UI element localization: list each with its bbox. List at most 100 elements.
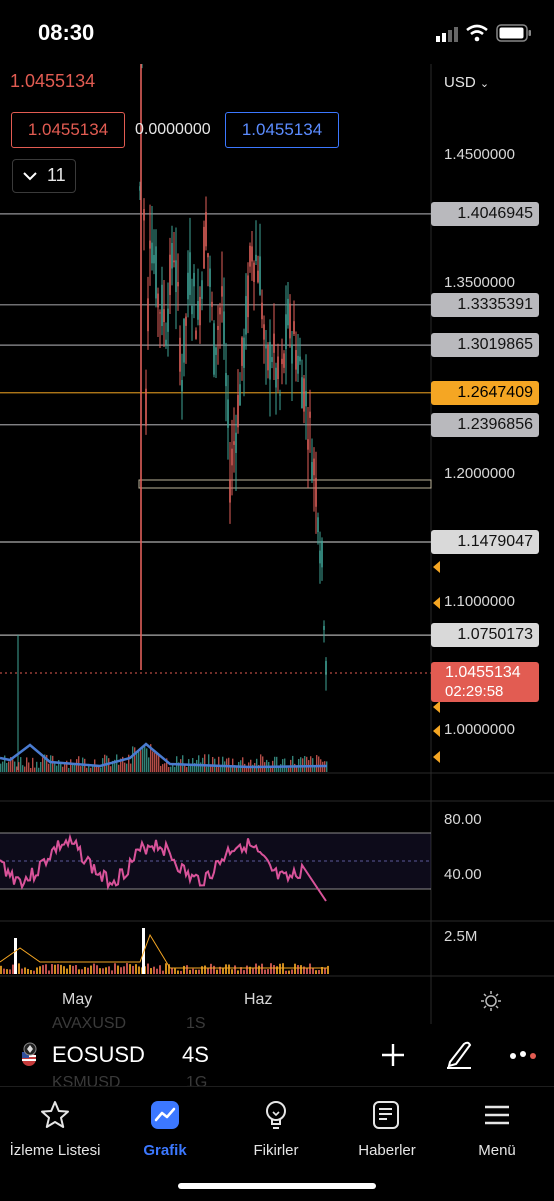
- candle-body: [247, 275, 249, 318]
- candle-body: [147, 298, 149, 332]
- volume-bar: [60, 763, 62, 772]
- volume-bar: [114, 759, 116, 772]
- level-price-tag[interactable]: 1.4046945: [431, 201, 539, 226]
- volume-bar: [99, 968, 101, 974]
- tab-fikirler[interactable]: Fikirler: [221, 1087, 331, 1159]
- interval-selector[interactable]: 4S: [182, 1042, 209, 1067]
- volume-bar: [14, 761, 16, 772]
- candle-body: [191, 305, 193, 315]
- volume-bar: [303, 966, 305, 974]
- volume-bar: [166, 758, 168, 772]
- volume-bar: [117, 965, 119, 974]
- volume-bar: [168, 964, 170, 974]
- volume-bar: [270, 963, 272, 974]
- candle-body: [225, 373, 227, 387]
- currency-selector[interactable]: USD ⌄: [444, 74, 489, 91]
- volume-bar: [186, 965, 188, 974]
- volume-bar: [280, 764, 282, 772]
- volume-bar: [72, 764, 74, 772]
- indicator-collapse-button[interactable]: 11: [12, 159, 76, 193]
- volume-bar: [72, 965, 74, 974]
- volume-bar: [134, 747, 136, 772]
- rsi-axis-80: 80.00: [444, 811, 482, 828]
- candle-body: [235, 432, 237, 453]
- tab-menu[interactable]: Menü: [442, 1087, 552, 1159]
- candle-body: [197, 300, 199, 320]
- volume-ma-line: [0, 742, 328, 769]
- volume-bar: [222, 967, 224, 974]
- candle-body: [267, 345, 269, 371]
- brightness-icon[interactable]: [480, 990, 502, 1012]
- home-indicator: [178, 1183, 376, 1189]
- volume-bar: [177, 970, 179, 974]
- level-price-tag[interactable]: 1.2396856: [431, 412, 539, 437]
- volume-bar: [156, 752, 158, 772]
- candle-body: [223, 311, 225, 344]
- flag-icon: [22, 1042, 37, 1066]
- candle-body: [161, 284, 163, 327]
- menu-icon: [485, 1105, 509, 1125]
- volume-bar: [288, 970, 290, 974]
- volume-bar: [104, 754, 106, 772]
- candle-body: [159, 312, 161, 314]
- indicator-count: 11: [47, 165, 66, 185]
- volume-bar: [314, 766, 316, 772]
- volume-bar: [18, 762, 20, 772]
- candle-body: [325, 661, 327, 675]
- tab-grafik[interactable]: Grafik: [110, 1087, 220, 1159]
- level-price-tag[interactable]: 1.1479047: [431, 530, 539, 554]
- candle-body: [195, 330, 197, 339]
- volume-bar: [230, 766, 232, 772]
- volume-bar: [2, 761, 4, 772]
- level-price-tag[interactable]: 1.3019865: [431, 333, 539, 358]
- tab-label: İzleme Listesi: [9, 1142, 101, 1159]
- volume-bar: [222, 756, 224, 772]
- candle-body: [149, 240, 151, 249]
- drawing-tool-icon[interactable]: [444, 1038, 474, 1070]
- tab-izleme-listesi[interactable]: İzleme Listesi: [0, 1087, 110, 1159]
- candle-body: [279, 394, 281, 396]
- volume-bar: [162, 970, 164, 974]
- volume-bar: [160, 765, 162, 772]
- candle-body: [177, 282, 179, 287]
- volume-bar: [58, 759, 60, 772]
- candle-body: [245, 296, 247, 335]
- volume-bar: [184, 764, 186, 772]
- add-icon[interactable]: [380, 1042, 406, 1068]
- symbol-name[interactable]: EOSUSD: [52, 1042, 145, 1067]
- volume-bar: [262, 756, 264, 772]
- volume-bar: [246, 965, 248, 974]
- more-options-icon[interactable]: [508, 1048, 538, 1062]
- wifi-icon: [466, 24, 488, 42]
- volume-bar: [294, 763, 296, 772]
- candle-body: [221, 286, 223, 297]
- volume-bar: [51, 964, 53, 974]
- alert-marker-icon: [433, 725, 440, 737]
- volume-bar: [276, 966, 278, 974]
- volume-bar: [105, 967, 107, 974]
- buy-price-button[interactable]: 1.0455134: [225, 112, 339, 148]
- volume-bar: [75, 965, 77, 974]
- candle-body: [153, 255, 155, 264]
- sell-price-button[interactable]: 1.0455134: [11, 112, 125, 148]
- volume-bar: [78, 969, 80, 974]
- candle-body: [205, 211, 207, 247]
- volume-bar: [50, 755, 52, 772]
- tab-label: Fikirler: [253, 1142, 299, 1159]
- candle-body: [203, 226, 205, 269]
- price-chart[interactable]: [0, 64, 554, 1024]
- support-zone-box: [138, 479, 432, 489]
- volume-bar: [135, 964, 137, 974]
- volume-bar: [96, 965, 98, 974]
- candle-body: [179, 337, 181, 372]
- volume-bar: [189, 969, 191, 974]
- volume-bar: [292, 755, 294, 772]
- volume-bar: [174, 766, 176, 772]
- currency-label: USD: [444, 74, 476, 91]
- tab-haberler[interactable]: Haberler: [332, 1087, 442, 1159]
- level-price-tag[interactable]: 1.0750173: [431, 623, 539, 648]
- level-price-tag[interactable]: 1.2647409: [431, 380, 539, 405]
- volume-spike-bar: [142, 928, 145, 974]
- volume-bar: [86, 767, 88, 772]
- level-price-tag[interactable]: 1.3335391: [431, 292, 539, 317]
